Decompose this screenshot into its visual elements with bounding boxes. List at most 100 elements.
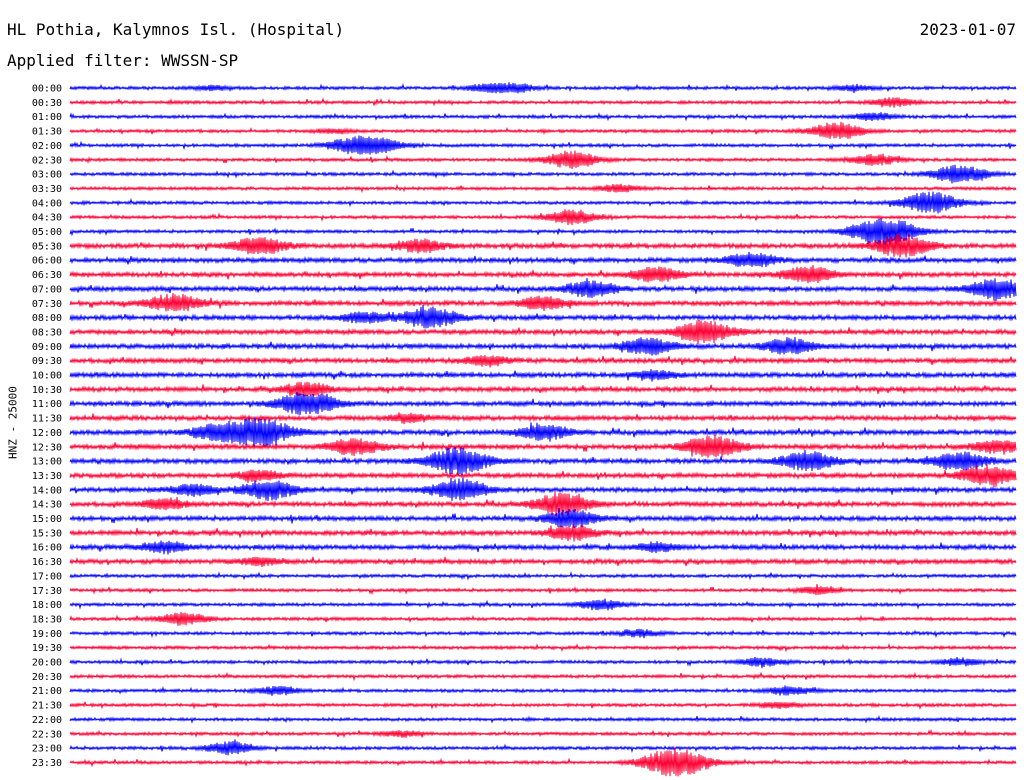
time-label: 16:00 [32, 543, 62, 554]
seismic-trace [69, 392, 1017, 416]
time-label: 22:30 [32, 729, 62, 740]
seismic-trace [69, 685, 1017, 696]
seismic-trace [69, 447, 1017, 476]
seismic-trace [69, 233, 1017, 258]
seismic-trace [69, 628, 1017, 639]
seismic-trace [69, 121, 1017, 140]
time-label: 14:30 [32, 500, 62, 511]
seismic-trace [69, 337, 1017, 356]
seismic-trace [69, 491, 1017, 516]
seismic-trace [69, 369, 1017, 382]
time-label: 20:00 [32, 658, 62, 669]
seismic-trace [69, 434, 1017, 458]
seismic-trace [69, 164, 1017, 184]
time-label-group: 00:00 00:30 01:00 01:30 02:00 02:30 03:00 03:30… [32, 84, 62, 769]
time-label: 20:30 [32, 672, 62, 683]
seismic-trace [69, 150, 1017, 169]
time-label: 10:30 [32, 385, 62, 396]
seismic-trace [69, 319, 1017, 344]
time-label: 17:30 [32, 586, 62, 597]
time-label: 06:30 [32, 270, 62, 281]
time-label: 13:00 [32, 457, 62, 468]
seismic-trace [69, 218, 1017, 246]
time-label: 03:00 [32, 170, 62, 181]
seismic-trace [69, 251, 1017, 268]
seismic-trace [69, 381, 1017, 397]
seismic-trace [69, 671, 1017, 682]
time-label: 15:30 [32, 528, 62, 539]
time-label: 09:00 [32, 342, 62, 353]
seismic-trace [69, 464, 1017, 488]
time-label: 01:00 [32, 112, 62, 123]
seismic-trace [69, 540, 1017, 555]
seismic-trace [69, 642, 1017, 653]
seismic-trace [69, 278, 1017, 301]
seismic-trace [69, 135, 1017, 155]
time-label: 18:30 [32, 614, 62, 625]
seismic-trace [69, 715, 1017, 724]
time-label: 00:00 [32, 84, 62, 95]
seismic-trace [69, 191, 1017, 214]
seismic-trace [69, 656, 1017, 669]
seismic-trace [69, 97, 1017, 108]
time-label: 11:00 [32, 399, 62, 410]
seismic-trace [69, 612, 1017, 626]
time-label: 04:00 [32, 198, 62, 209]
time-label: 17:00 [32, 571, 62, 582]
station-title: HL Pothia, Kalymnos Isl. (Hospital) [7, 20, 345, 39]
seismic-trace [69, 477, 1017, 502]
seismic-trace [69, 739, 1017, 756]
filter-label: Applied filter: WWSSN-SP [7, 51, 239, 70]
time-label: 11:30 [32, 414, 62, 425]
time-label: 05:00 [32, 227, 62, 238]
seismic-trace [69, 556, 1017, 568]
time-label: 07:30 [32, 299, 62, 310]
seismic-trace [69, 508, 1017, 529]
seismic-trace [69, 701, 1017, 711]
seismic-trace [69, 524, 1017, 542]
seismic-trace [69, 571, 1017, 581]
time-label: 06:00 [32, 256, 62, 267]
time-label: 10:00 [32, 371, 62, 382]
time-label: 22:00 [32, 715, 62, 726]
time-label: 00:30 [32, 98, 62, 109]
time-label: 07:00 [32, 284, 62, 295]
time-label: 05:30 [32, 241, 62, 252]
seismic-trace [69, 728, 1017, 739]
time-label: 08:00 [32, 313, 62, 324]
seismic-trace [69, 746, 1017, 777]
time-label: 08:30 [32, 327, 62, 338]
time-label: 02:00 [32, 141, 62, 152]
time-label: 23:00 [32, 744, 62, 755]
time-label: 21:30 [32, 701, 62, 712]
seismic-trace [69, 304, 1017, 329]
seismic-trace [69, 412, 1017, 425]
seismic-trace [69, 584, 1017, 596]
time-label: 15:00 [32, 514, 62, 525]
seismic-trace [69, 265, 1017, 284]
time-label: 23:30 [32, 758, 62, 769]
seismic-trace [69, 82, 1017, 94]
time-label: 01:30 [32, 127, 62, 138]
time-label: 03:30 [32, 184, 62, 195]
time-label: 12:00 [32, 428, 62, 439]
seismic-trace [69, 598, 1017, 611]
trace-group [69, 82, 1017, 777]
time-label: 19:00 [32, 629, 62, 640]
seismic-trace [69, 416, 1017, 448]
date-label: 2023-01-07 [919, 20, 1016, 39]
time-label: 13:30 [32, 471, 62, 482]
time-label: 02:30 [32, 155, 62, 166]
time-label: 18:00 [32, 600, 62, 611]
time-label: 04:30 [32, 213, 62, 224]
seismic-trace [69, 209, 1017, 226]
time-label: 16:30 [32, 557, 62, 568]
seismic-trace [69, 112, 1017, 122]
seismic-trace [69, 293, 1017, 312]
time-label: 21:00 [32, 686, 62, 697]
time-label: 14:00 [32, 485, 62, 496]
time-label: 12:30 [32, 442, 62, 453]
time-label: 09:30 [32, 356, 62, 367]
seismic-trace [69, 355, 1017, 368]
